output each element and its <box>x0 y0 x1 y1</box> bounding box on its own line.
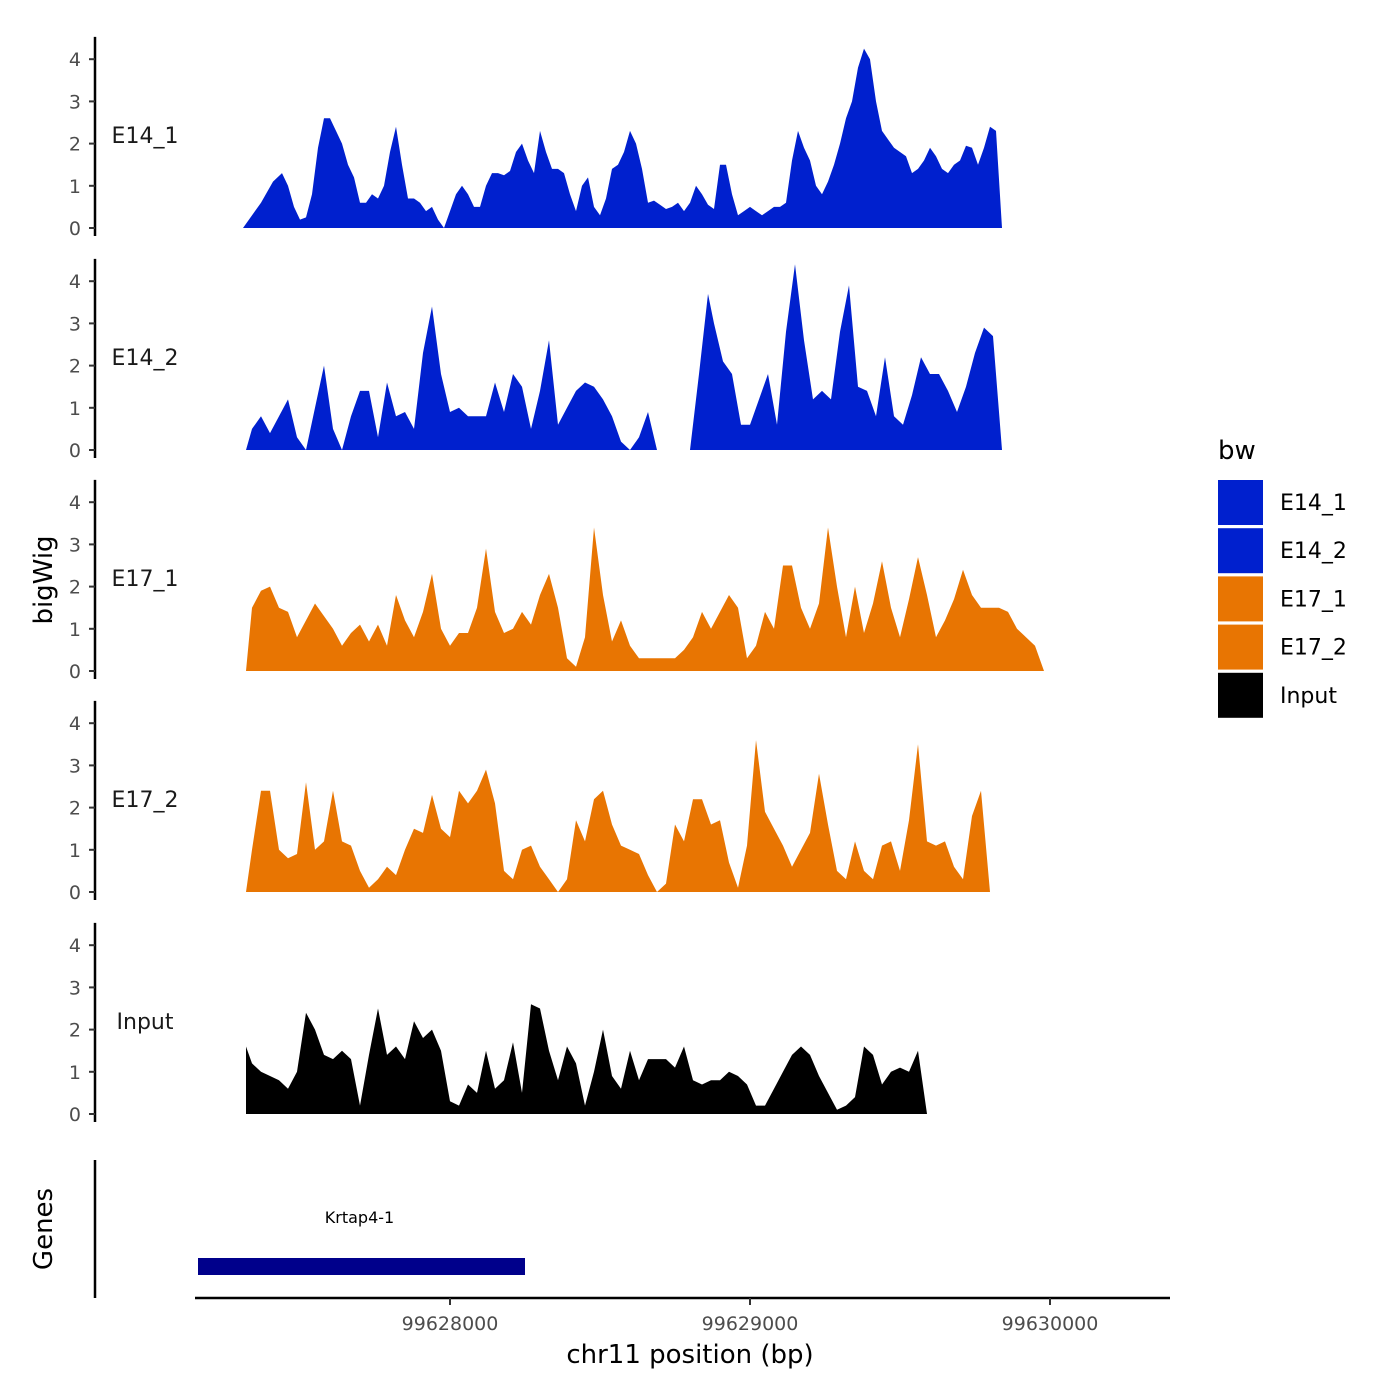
coverage-area-E17_1 <box>246 527 1116 671</box>
legend-label-E14_2: E14_2 <box>1280 539 1347 564</box>
y-tick-label: 1 <box>69 176 81 198</box>
legend-swatch-E14_2 <box>1218 528 1263 574</box>
y-tick-label: 4 <box>69 713 81 735</box>
coverage-area-E14_2 <box>246 264 1119 450</box>
x-axis: 99628000 99629000 99630000 <box>195 1296 1170 1335</box>
legend-label-Input: Input <box>1280 684 1337 709</box>
y-tick-label: 2 <box>69 356 81 378</box>
y-tick-label: 3 <box>69 755 81 777</box>
y-tick-label: 1 <box>69 398 81 420</box>
y-tick-label: 4 <box>69 492 81 514</box>
y-tick-label: 1 <box>69 619 81 641</box>
track-label-E17_1: E17_1 <box>112 567 179 592</box>
legend-swatch-E17_1 <box>1218 576 1263 622</box>
y-tick-label: 3 <box>69 313 81 335</box>
x-tick-label: 99628000 <box>402 1313 499 1335</box>
x-tick-label: 99629000 <box>702 1313 799 1335</box>
y-tick-label: 1 <box>69 840 81 862</box>
y-tick-label: 2 <box>69 134 81 156</box>
gene-track-title: Genes <box>29 1188 59 1270</box>
legend-label-E17_1: E17_1 <box>1280 587 1347 612</box>
y-tick-label: 3 <box>69 977 81 999</box>
legend-swatch-E14_1 <box>1218 480 1263 525</box>
y-tick-label: 4 <box>69 935 81 957</box>
y-axis-title: bigWig <box>29 535 59 624</box>
y-tick-label: 0 <box>69 218 81 240</box>
gene-track: Genes Krtap4-1 <box>29 1160 525 1298</box>
legend-title: bw <box>1218 436 1256 466</box>
track-label-E14_1: E14_1 <box>112 124 179 149</box>
y-tick-label: 2 <box>69 1020 81 1042</box>
track-E17_2: 0 1 2 3 4 E17_2 <box>69 700 1116 904</box>
y-tick-label: 3 <box>69 91 81 113</box>
y-tick-label: 2 <box>69 577 81 599</box>
track-E14_2: 0 1 2 3 4 E14_2 <box>69 258 1119 462</box>
y-tick-label: 2 <box>69 798 81 820</box>
track-E14_1: 0 1 2 3 4 E14_1 <box>69 36 1002 240</box>
coverage-area-Input <box>246 1004 1116 1114</box>
y-tick-label: 0 <box>69 882 81 904</box>
track-Input: 0 1 2 3 4 Input <box>69 922 1116 1126</box>
y-tick-label: 0 <box>69 1104 81 1126</box>
y-tick-label: 0 <box>69 440 81 462</box>
track-label-Input: Input <box>117 1010 174 1035</box>
coverage-tracks: 0 1 2 3 4 E14_1 0 1 2 3 4 E14_2 0 1 2 3 4 E17_1 0 1 2 3 4 E17_2… <box>69 36 1119 1126</box>
gene-label: Krtap4-1 <box>325 1208 394 1227</box>
y-tick-label: 4 <box>69 49 81 71</box>
track-label-E14_2: E14_2 <box>112 346 179 371</box>
gene-body-Krtap4-1 <box>198 1258 525 1275</box>
track-E17_1: 0 1 2 3 4 E17_1 <box>69 479 1116 683</box>
coverage-area-E14_1 <box>243 48 1002 228</box>
y-tick-label: 1 <box>69 1062 81 1084</box>
legend-label-E17_2: E17_2 <box>1280 636 1347 661</box>
y-tick-label: 3 <box>69 534 81 556</box>
legend: bw E14_1 E14_2 E17_1 E17_2 Input <box>1218 436 1347 718</box>
legend-swatch-E17_2 <box>1218 624 1263 670</box>
legend-label-E14_1: E14_1 <box>1280 491 1347 516</box>
y-tick-label: 4 <box>69 271 81 293</box>
y-tick-label: 0 <box>69 661 81 683</box>
x-tick-label: 99630000 <box>1002 1313 1099 1335</box>
coverage-area-E17_2 <box>246 740 1116 892</box>
x-axis-title: chr11 position (bp) <box>566 1340 813 1370</box>
legend-swatch-Input <box>1218 672 1263 718</box>
track-label-E17_2: E17_2 <box>112 788 179 813</box>
